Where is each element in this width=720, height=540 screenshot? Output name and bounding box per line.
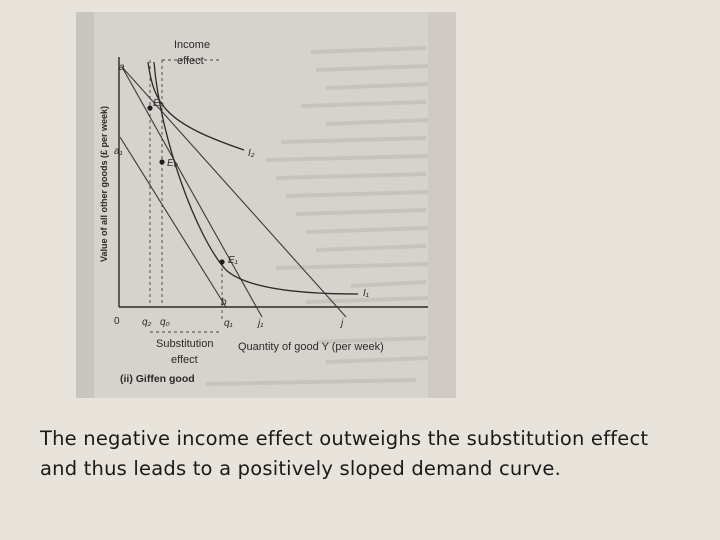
- point-q2-label: q₂: [142, 317, 152, 328]
- point-b-label: b: [221, 297, 227, 308]
- point-E0: [159, 159, 165, 165]
- point-E2: [147, 105, 153, 111]
- income-effect-label-2: effect: [177, 55, 204, 67]
- substitution-effect-label-2: effect: [171, 354, 198, 366]
- curve-I1-label: I₁: [363, 288, 369, 299]
- curve-I2-label: I₂: [248, 148, 255, 159]
- giffen-good-figure: Income effect Substitution effect Quanti…: [76, 12, 456, 398]
- point-a1-label: a₁: [114, 146, 123, 157]
- substitution-effect-label-1: Substitution: [156, 338, 213, 350]
- y-axis-label: Value of all other goods (£ per week): [99, 106, 109, 262]
- slide-caption: The negative income effect outweighs the…: [40, 427, 649, 480]
- budget-line-a-j: [121, 66, 347, 318]
- indifference-curve-I2: [147, 61, 245, 151]
- page-gutter: [76, 12, 94, 398]
- x-axis-label: Quantity of good Y (per week): [238, 341, 384, 353]
- origin-label: 0: [114, 316, 120, 327]
- point-j-label: j: [339, 318, 344, 329]
- point-E0-label: E₀: [167, 158, 178, 169]
- figure-canvas: Income effect Substitution effect Quanti…: [76, 12, 456, 398]
- page-background: [76, 12, 456, 398]
- point-a-label: a: [119, 62, 125, 73]
- point-E1: [219, 259, 225, 265]
- budget-line-a-j1: [121, 66, 263, 318]
- panel-label: (ii) Giffen good: [120, 373, 195, 385]
- point-q1-label: q₁: [224, 318, 233, 329]
- point-E2-label: E₂: [153, 98, 164, 109]
- page-edge: [428, 12, 456, 398]
- bleed-through-text: [205, 46, 429, 386]
- point-E1-label: E₁: [228, 255, 238, 266]
- budget-line-a1-b: [119, 136, 227, 308]
- point-j1-label: j₁: [256, 318, 263, 329]
- income-effect-label-1: Income: [174, 39, 210, 51]
- point-q0-label: q₀: [160, 317, 170, 328]
